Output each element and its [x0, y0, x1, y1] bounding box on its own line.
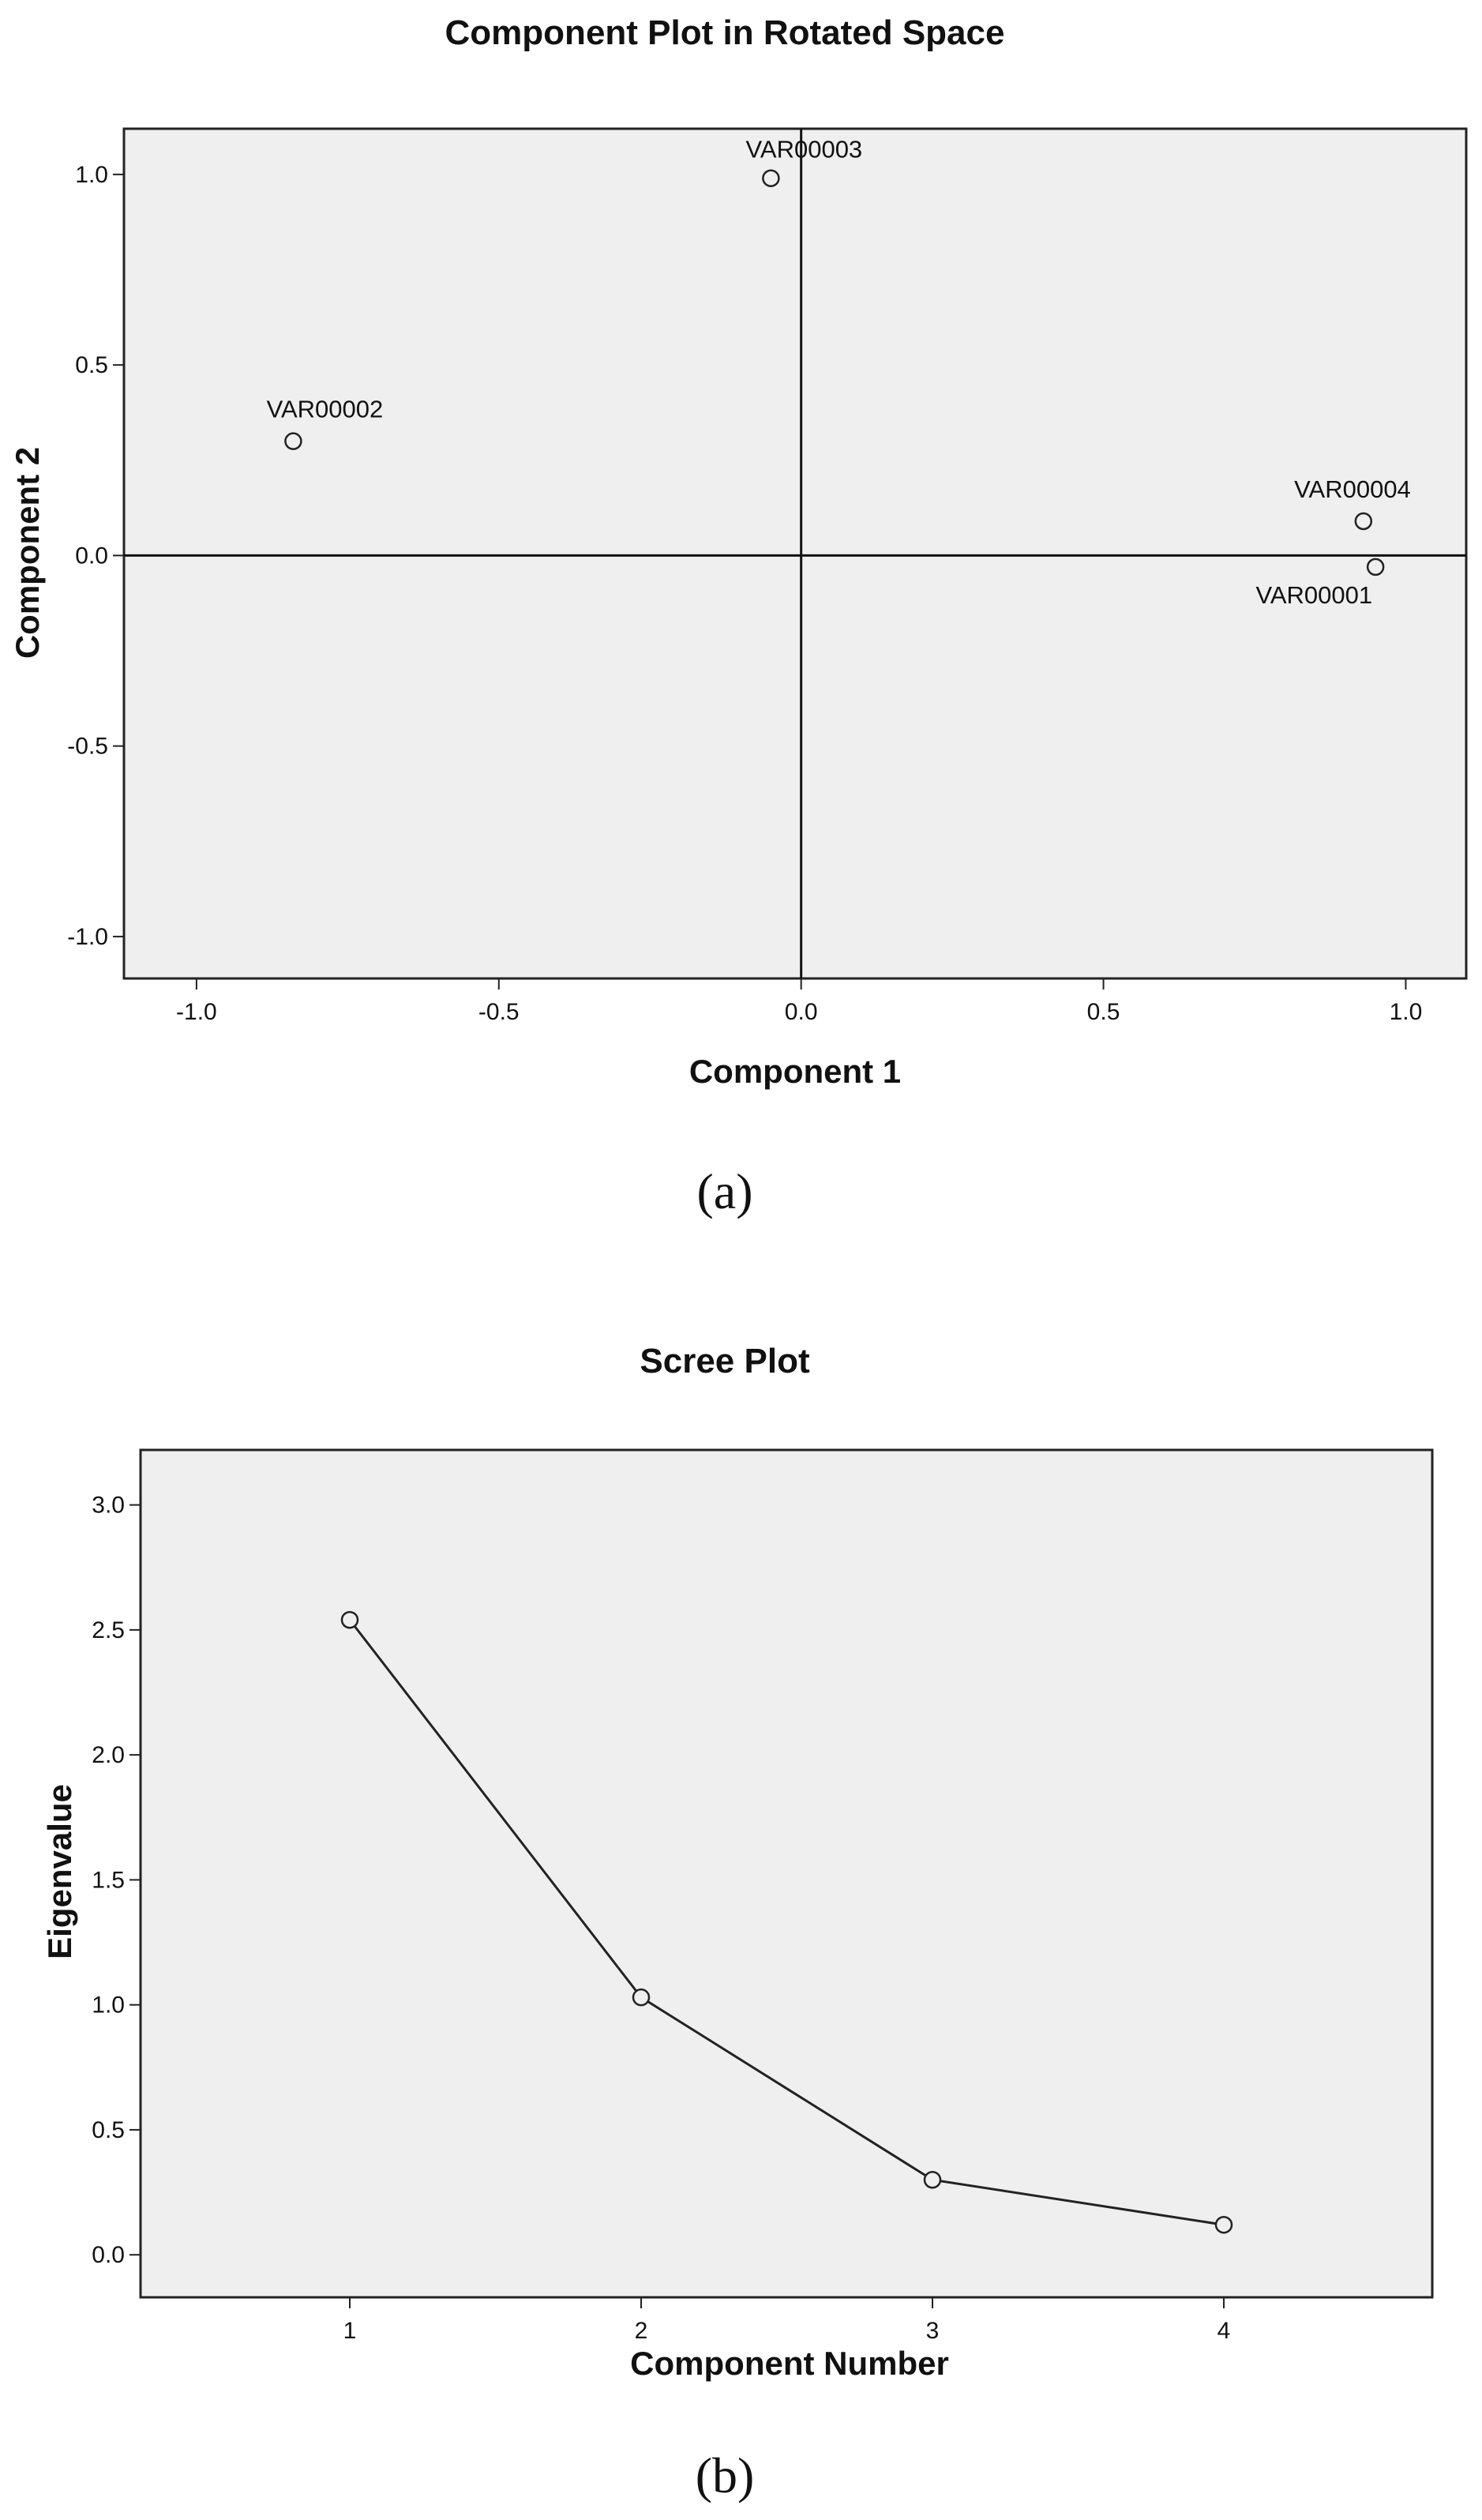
data-point-label: VAR00004	[1294, 475, 1411, 503]
x-tick-label: 1	[343, 2318, 357, 2344]
eigenvalue-line	[348, 1619, 1225, 2226]
data-point-label: VAR00001	[1255, 581, 1372, 609]
y-tick-label: 2.0	[92, 1742, 125, 1768]
scree-plot-figure: Scree Plot 3.0 2.5 2.0 1.5 1.0 0.5 0.0 1 2 3 4 Com…	[0, 1264, 1482, 2516]
scree-plot-area	[139, 1448, 1434, 2299]
x-tick-label: -1.0	[176, 999, 217, 1025]
y-tick-label: 3.0	[92, 1493, 125, 1519]
data-point-label: VAR00002	[267, 396, 384, 423]
data-point	[340, 1610, 359, 1629]
x-tick-label: -0.5	[478, 999, 520, 1025]
component-plot-title: Component Plot in Rotated Space	[445, 13, 1005, 52]
panel-label-b: (b)	[696, 2447, 755, 2503]
y-tick-label: 1.0	[75, 162, 108, 188]
y-tick-label: 0.0	[75, 543, 108, 569]
y-tick-label: 2.5	[92, 1617, 125, 1643]
data-point	[1214, 2215, 1233, 2234]
x-tick-label: 4	[1217, 2318, 1231, 2344]
component-plot-x-axis-title: Component 1	[689, 1053, 901, 1090]
scree-plot-y-axis-title: Eigenvalue	[41, 1784, 78, 1959]
component-plot-y-axis-title: Component 2	[9, 447, 46, 659]
y-tick-label: 0.5	[75, 352, 108, 378]
component-plot-area	[122, 127, 1468, 980]
component-plot-svg: Component Plot in Rotated Space -1.0 -0.5…	[9, 13, 1468, 1219]
y-tick-label: 0.0	[92, 2242, 125, 2268]
scree-plot-svg: Scree Plot 3.0 2.5 2.0 1.5 1.0 0.5 0.0 1 2 3 4 Com…	[41, 1342, 1434, 2503]
scree-plot-x-axis-title: Component Number	[630, 2345, 949, 2382]
y-tick-label: 1.5	[92, 1867, 125, 1893]
x-tick-label: 3	[926, 2318, 940, 2344]
panel-label-a: (a)	[696, 1163, 752, 1219]
x-tick-label: 0.5	[1087, 999, 1120, 1025]
component-plot-figure: Component Plot in Rotated Space -1.0 -0.5…	[0, 0, 1482, 1232]
data-point	[284, 432, 302, 450]
x-tick-label: 1.0	[1390, 999, 1423, 1025]
data-point	[1366, 558, 1385, 576]
x-tick-label: 0.0	[785, 999, 818, 1025]
data-point-label: VAR00003	[746, 136, 863, 163]
data-point	[923, 2170, 942, 2189]
y-tick-label: 1.0	[92, 1992, 125, 2019]
scree-plot-title: Scree Plot	[640, 1342, 810, 1380]
data-point	[1354, 512, 1373, 531]
data-point	[762, 169, 780, 187]
x-tick-label: 2	[635, 2318, 648, 2344]
y-tick-label: -1.0	[67, 924, 108, 950]
y-tick-label: -0.5	[67, 734, 108, 760]
data-point	[632, 1988, 651, 2007]
y-tick-label: 0.5	[92, 2117, 125, 2143]
